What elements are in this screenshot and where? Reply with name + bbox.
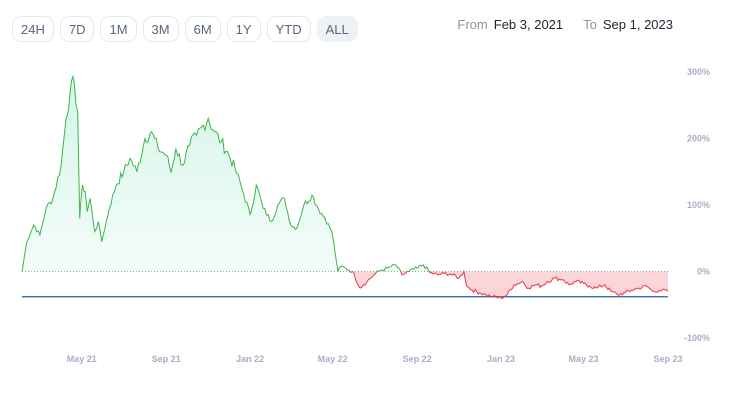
date-range-display: From Feb 3, 2021 To Sep 1, 2023	[457, 17, 673, 32]
series-line-positive	[21, 74, 465, 272]
y-axis: 300% 200% 100% 0% -100%	[684, 67, 710, 343]
x-tick-label: May 22	[318, 354, 348, 364]
to-label: To	[583, 17, 597, 32]
series-line-negative	[22, 271, 669, 300]
range-button-all[interactable]: ALL	[316, 16, 358, 42]
range-button-1m[interactable]: 1M	[100, 16, 137, 42]
range-button-1y[interactable]: 1Y	[226, 16, 261, 42]
negative-area	[22, 271, 668, 299]
x-tick-label: Jan 22	[236, 354, 264, 364]
range-button-ytd[interactable]: YTD	[266, 16, 311, 42]
x-tick-label: Jan 23	[487, 354, 515, 364]
from-date[interactable]: Feb 3, 2021	[493, 17, 564, 32]
x-tick-label: Sep 23	[653, 354, 682, 364]
range-button-7d[interactable]: 7D	[59, 16, 95, 42]
to-date[interactable]: Sep 1, 2023	[602, 17, 673, 32]
x-tick-label: Sep 22	[403, 354, 432, 364]
y-tick-label: 0%	[697, 267, 710, 277]
x-axis: May 21 Sep 21 Jan 22 May 22 Sep 22 Jan 23 May …	[67, 354, 683, 364]
y-tick-label: -100%	[684, 333, 710, 343]
y-tick-label: 200%	[687, 134, 710, 144]
x-tick-label: May 21	[67, 354, 97, 364]
range-button-24h[interactable]: 24H	[12, 16, 54, 42]
range-button-6m[interactable]: 6M	[184, 16, 221, 42]
range-button-3m[interactable]: 3M	[142, 16, 179, 42]
positive-area	[22, 76, 668, 272]
from-label: From	[457, 17, 488, 32]
y-tick-label: 300%	[687, 67, 710, 77]
x-tick-label: Sep 21	[152, 354, 181, 364]
y-tick-label: 100%	[687, 200, 710, 210]
time-range-selector: 24H 7D 1M 3M 6M 1Y YTD ALL	[12, 16, 358, 42]
x-tick-label: May 23	[568, 354, 598, 364]
